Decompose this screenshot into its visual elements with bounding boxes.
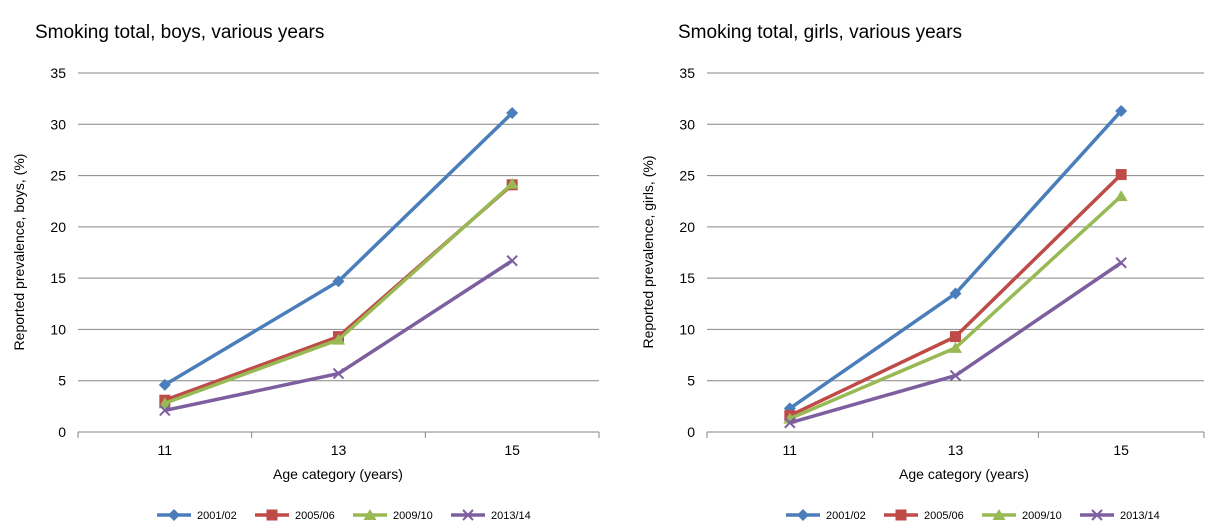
legend-marker [1091,509,1103,521]
legend-label: 2005/06 [924,510,964,522]
data-point [950,331,961,343]
legend-entry: 2013/14 [1080,509,1160,522]
legend-label: 2009/10 [393,510,433,522]
legend-entry: 2009/10 [982,509,1062,522]
y-tick-label: 30 [50,116,66,132]
legend-label: 2005/06 [295,510,335,522]
data-point [332,333,345,345]
legend-label: 2013/14 [1120,510,1160,522]
series-line [789,194,1123,421]
girls-line-chart: Smoking total, girls, various years 0 5 10… [640,22,1205,522]
y-tick-label: 10 [679,321,695,337]
legend-entry: 2013/14 [451,509,531,522]
y-axis-label: Reported prevalence, girls, (%) [640,156,656,349]
gridlines [707,72,1204,382]
legend-marker [797,509,809,521]
chart-title: Smoking total, girls, various years [678,22,962,43]
x-tick-label: 11 [783,442,798,458]
y-tick-label: 25 [50,168,66,184]
data-point [158,397,172,409]
legend-entry: 2001/02 [786,509,866,522]
legend-marker [895,509,907,521]
axes: 0 5 10 15 20 25 30 35 11 13 15 [50,65,600,458]
boys-chart-panel: Smoking total, boys, various years 0 5 10 1… [0,0,604,523]
data-point [332,367,345,380]
data-point [949,341,962,353]
y-tick-label: 5 [687,373,695,389]
legend-marker [992,509,1006,520]
legend-marker [168,509,180,521]
y-tick-label: 25 [679,168,695,184]
data-point [949,369,962,382]
legend-label: 2013/14 [491,510,531,522]
data-series [158,107,519,417]
legend-label: 2001/02 [826,510,866,522]
data-point [506,254,518,267]
y-tick-label: 15 [679,270,695,286]
x-axis-label: Age category (years) [273,466,403,482]
data-point [159,404,171,417]
y-tick-label: 10 [50,321,66,337]
legend: 2001/02 2005/06 2009/10 2013/14 [786,509,1160,522]
x-tick-label: 13 [948,442,964,458]
series-2009-10 [783,190,1128,424]
y-tick-label: 5 [58,373,66,389]
girls-chart-panel: Smoking total, girls, various years 0 5 10… [629,0,1209,523]
x-tick-label: 11 [158,442,173,458]
x-tick-label: 13 [331,442,347,458]
data-series [783,104,1128,429]
data-point [1115,104,1128,117]
data-point [949,287,962,300]
y-tick-label: 20 [50,219,66,235]
data-point [1114,190,1128,202]
data-point [505,177,519,189]
data-point [506,107,519,120]
legend-label: 2009/10 [1022,510,1062,522]
series-2001-02 [783,104,1128,415]
y-tick-label: 30 [679,116,695,132]
chart-title: Smoking total, boys, various years [35,22,324,43]
y-tick-label: 20 [679,219,695,235]
data-point [784,417,796,429]
x-axis-label: Age category (years) [899,466,1029,482]
y-tick-label: 35 [679,65,695,81]
x-tick-label: 15 [504,442,520,458]
y-axis-label: Reported prevalence, boys, (%) [11,154,27,351]
data-point [332,275,345,288]
data-point [1115,257,1127,269]
legend-label: 2001/02 [197,510,237,522]
y-tick-label: 15 [50,270,66,286]
series-2013-14 [784,257,1127,429]
legend-marker [363,509,377,520]
x-tick-label: 15 [1113,442,1129,458]
legend-marker [266,509,278,521]
legend-marker [462,509,474,521]
data-point [158,378,171,391]
legend: 2001/02 2005/06 2009/10 2013/14 [157,509,531,522]
axes: 0 5 10 15 20 25 30 35 11 13 15 [679,65,1205,458]
legend-entry: 2001/02 [157,509,237,522]
series-2001-02 [158,107,519,391]
y-tick-label: 0 [58,424,66,440]
legend-entry: 2005/06 [255,509,335,522]
legend-entry: 2009/10 [353,509,433,522]
boys-line-chart: Smoking total, boys, various years 0 5 10 1… [11,22,600,522]
data-point [1115,169,1127,181]
legend-entry: 2005/06 [884,509,964,522]
series-line [788,109,1123,410]
series-2013-14 [159,254,518,417]
y-tick-label: 0 [687,424,695,440]
y-tick-label: 35 [50,65,66,81]
series-2009-10 [158,177,519,409]
